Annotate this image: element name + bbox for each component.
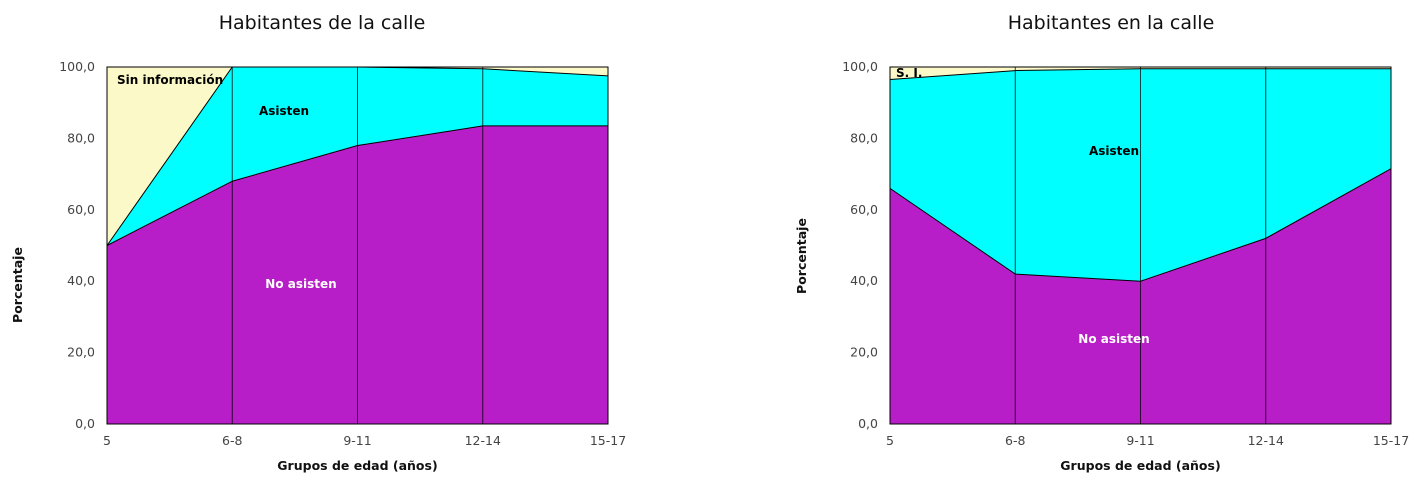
chart-habitantes-en-la-calle: Habitantes en la calle 0,0 20,0 40,0 60,0 80,… bbox=[711, 0, 1422, 477]
y-tick-label: 100,0 bbox=[842, 59, 878, 74]
x-tick-label: 6-8 bbox=[1005, 433, 1025, 448]
x-tick-label: 5 bbox=[103, 433, 111, 448]
y-tick-label: 40,0 bbox=[67, 273, 95, 288]
chart-title: Habitantes de la calle bbox=[219, 12, 426, 34]
area-label-asisten: Asisten bbox=[259, 104, 309, 118]
area-sin-informaci-n bbox=[107, 67, 608, 246]
y-tick-label: 40,0 bbox=[850, 273, 878, 288]
y-tick-label: 60,0 bbox=[850, 202, 878, 217]
x-tick-label: 5 bbox=[886, 433, 894, 448]
area-label-no-asisten: No asisten bbox=[1078, 332, 1149, 346]
area-label-s-i: S. I. bbox=[896, 66, 922, 80]
x-axis-label: Grupos de edad (años) bbox=[1060, 458, 1220, 473]
x-tick-label: 12-14 bbox=[1248, 433, 1284, 448]
y-tick-label: 0,0 bbox=[75, 416, 95, 431]
chart-habitantes-de-la-calle: Habitantes de la calle 0,0 20,0 40,0 60,0 80,… bbox=[10, 12, 626, 473]
y-tick-label: 0,0 bbox=[858, 416, 878, 431]
area-label-asisten: Asisten bbox=[1089, 144, 1139, 158]
y-axis-label: Porcentaje bbox=[794, 218, 809, 294]
y-tick-label: 80,0 bbox=[67, 130, 95, 145]
y-tick-label: 100,0 bbox=[59, 59, 95, 74]
x-tick-label: 15-17 bbox=[1373, 433, 1409, 448]
x-axis-label: Grupos de edad (años) bbox=[277, 458, 437, 473]
area-label-no-asisten: No asisten bbox=[265, 277, 336, 291]
chart-svg-right: Habitantes en la calle 0,0 20,0 40,0 60,0 80,… bbox=[794, 12, 1409, 473]
y-tick-label: 20,0 bbox=[850, 345, 878, 360]
area-label-sin-informaci-n: Sin información bbox=[117, 73, 223, 87]
y-tick-label: 20,0 bbox=[67, 345, 95, 360]
x-tick-label: 9-11 bbox=[1126, 433, 1154, 448]
y-tick-label: 80,0 bbox=[850, 130, 878, 145]
x-tick-label: 6-8 bbox=[222, 433, 242, 448]
x-tick-label: 12-14 bbox=[465, 433, 501, 448]
chart-svg-left: Habitantes de la calle 0,0 20,0 40,0 60,0 80,… bbox=[10, 12, 626, 473]
x-tick-label: 9-11 bbox=[343, 433, 371, 448]
plot-frame bbox=[106, 66, 609, 425]
x-tick-label: 15-17 bbox=[590, 433, 626, 448]
chart-title: Habitantes en la calle bbox=[1008, 12, 1215, 34]
y-tick-label: 60,0 bbox=[67, 202, 95, 217]
y-axis-label: Porcentaje bbox=[10, 247, 25, 323]
plot-frame bbox=[889, 66, 1392, 425]
